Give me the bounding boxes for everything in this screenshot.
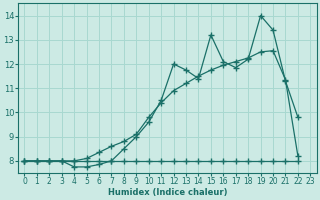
X-axis label: Humidex (Indice chaleur): Humidex (Indice chaleur) xyxy=(108,188,227,197)
